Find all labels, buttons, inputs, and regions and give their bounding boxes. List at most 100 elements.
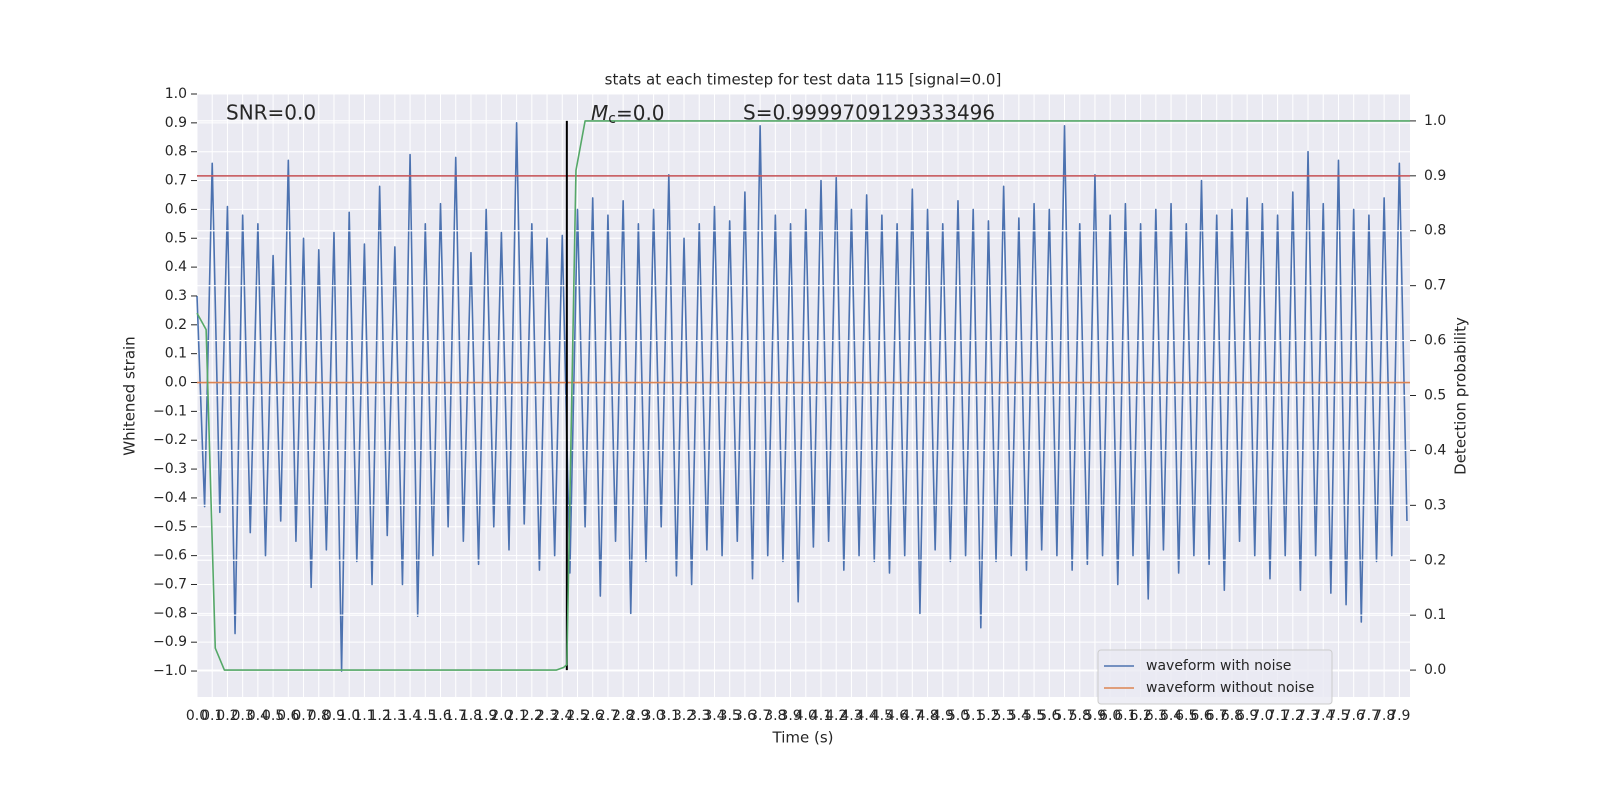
x-tick-label: 7.2 [1282, 708, 1304, 724]
x-tick-label: 5.1 [962, 708, 984, 724]
x-tick-label: 1.4 [399, 708, 421, 724]
y-tick-label: 0.9 [165, 115, 187, 131]
x-tick-label: 7.6 [1343, 708, 1365, 724]
y-tick-label: −0.1 [153, 403, 187, 419]
y2-tick-label: 0.9 [1424, 168, 1446, 184]
x-tick-label: 6.3 [1145, 708, 1167, 724]
x-tick-label: 2.5 [566, 708, 588, 724]
x-tick-label: 6.5 [1175, 708, 1197, 724]
annotation: S=0.9999709129333496 [743, 101, 995, 125]
y-tick-label: 1.0 [165, 86, 187, 102]
y2-tick-label: 0.2 [1424, 552, 1446, 568]
x-tick-label: 3.4 [703, 708, 725, 724]
x-tick-label: 3.5 [719, 708, 741, 724]
annotation-symbol: M [591, 101, 608, 125]
y-tick-label: 0.2 [165, 317, 187, 333]
x-tick-label: 6.4 [1160, 708, 1182, 724]
x-tick-label: 2.0 [490, 708, 512, 724]
x-tick-label: 7.1 [1266, 708, 1288, 724]
x-tick-label: 6.8 [1221, 708, 1243, 724]
x-tick-label: 6.6 [1190, 708, 1212, 724]
x-tick-label: 7.9 [1388, 708, 1410, 724]
y-tick-label: 0.3 [165, 288, 187, 304]
x-tick-label: 0.4 [247, 708, 269, 724]
x-tick-label: 0.9 [323, 708, 345, 724]
x-tick-label: 2.6 [582, 708, 604, 724]
x-tick-label: 4.0 [795, 708, 817, 724]
legend-label: waveform without noise [1146, 680, 1314, 696]
y-tick-label: 0.6 [165, 201, 187, 217]
x-tick-label: 5.9 [1084, 708, 1106, 724]
x-tick-label: 0.1 [201, 708, 223, 724]
y2-tick-label: 0.3 [1424, 497, 1446, 513]
x-tick-label: 4.8 [916, 708, 938, 724]
chart-title: stats at each timestep for test data 115… [605, 71, 1002, 89]
y-tick-label: 0.8 [165, 144, 187, 160]
x-tick-label: 0.7 [292, 708, 314, 724]
x-tick-label: 3.9 [779, 708, 801, 724]
x-tick-label: 2.1 [505, 708, 527, 724]
y-tick-label: −0.5 [153, 519, 187, 535]
y-tick-label: −0.8 [153, 605, 187, 621]
x-tick-label: 6.2 [1129, 708, 1151, 724]
x-tick-label: 5.5 [1023, 708, 1045, 724]
x-tick-label: 6.0 [1099, 708, 1121, 724]
x-tick-label: 2.2 [521, 708, 543, 724]
x-tick-label: 2.8 [612, 708, 634, 724]
x-axis-label: Time (s) [772, 729, 834, 747]
x-tick-label: 0.6 [277, 708, 299, 724]
x-tick-label: 1.6 [429, 708, 451, 724]
x-tick-label: 3.2 [673, 708, 695, 724]
x-tick-label: 0.5 [262, 708, 284, 724]
annotation: SNR=0.0 [226, 101, 316, 125]
x-tick-label: 0.2 [216, 708, 238, 724]
x-tick-label: 5.4 [1008, 708, 1030, 724]
upper-layer [196, 120, 1410, 671]
y-tick-label: 0.1 [165, 346, 187, 362]
annotation-text: =0.0 [616, 101, 665, 125]
x-tick-label: 4.7 [901, 708, 923, 724]
x-tick-label: 7.4 [1312, 708, 1334, 724]
x-tick-label: 1.1 [353, 708, 375, 724]
x-tick-label: 2.4 [551, 708, 573, 724]
x-tick-label: 7.5 [1327, 708, 1349, 724]
x-tick-label: 4.2 [825, 708, 847, 724]
x-tick-label: 7.8 [1373, 708, 1395, 724]
x-tick-label: 7.0 [1251, 708, 1273, 724]
y2-tick-label: 0.8 [1424, 223, 1446, 239]
x-tick-label: 3.0 [642, 708, 664, 724]
y-tick-label: −0.4 [153, 490, 187, 506]
y2-tick-label: 0.4 [1424, 442, 1446, 458]
x-tick-label: 6.9 [1236, 708, 1258, 724]
x-tick-label: 7.3 [1297, 708, 1319, 724]
legend: waveform with noise waveform without nois… [1097, 649, 1333, 705]
x-tick-label: 4.3 [840, 708, 862, 724]
annotation: Mc=0.0 [591, 101, 665, 128]
x-tick-label: 4.4 [856, 708, 878, 724]
x-tick-label: 1.2 [369, 708, 391, 724]
y-tick-label: −0.9 [153, 634, 187, 650]
x-tick-label: 4.1 [810, 708, 832, 724]
y2-tick-label: 1.0 [1424, 113, 1446, 129]
y-tick-label: −0.7 [153, 576, 187, 592]
x-tick-label: 0.3 [232, 708, 254, 724]
x-tick-label: 3.1 [658, 708, 680, 724]
x-tick-label: 5.7 [1053, 708, 1075, 724]
y2-tick-label: 0.0 [1424, 662, 1446, 678]
x-tick-label: 1.0 [338, 708, 360, 724]
y-axis-label: Whitened strain [121, 336, 139, 455]
x-tick-label: 3.7 [749, 708, 771, 724]
y2-axis-label: Detection probability [1452, 317, 1470, 475]
x-tick-label: 1.9 [475, 708, 497, 724]
y-tick-label: 0.0 [165, 375, 187, 391]
x-tick-label: 2.7 [597, 708, 619, 724]
y2-tick-label: 0.1 [1424, 607, 1446, 623]
x-tick-label: 0.8 [308, 708, 330, 724]
x-tick-label: 1.3 [384, 708, 406, 724]
x-tick-label: 3.6 [734, 708, 756, 724]
x-tick-label: 1.7 [445, 708, 467, 724]
x-tick-label: 4.6 [886, 708, 908, 724]
x-tick-label: 5.3 [993, 708, 1015, 724]
x-tick-label: 7.7 [1358, 708, 1380, 724]
